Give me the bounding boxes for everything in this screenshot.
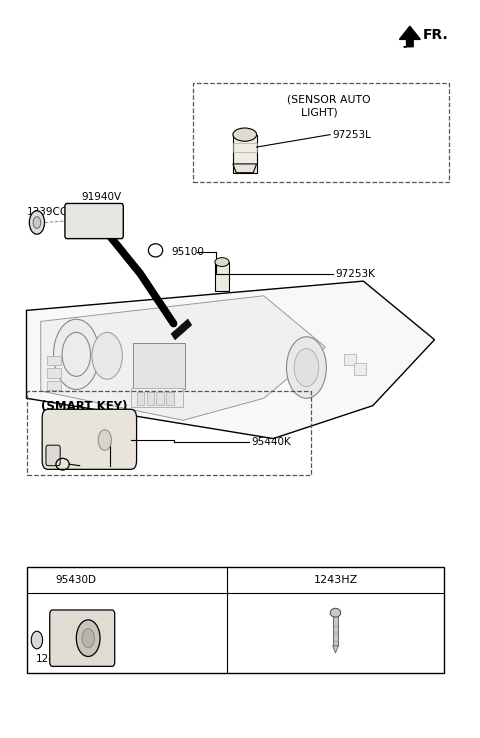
Bar [60,432,67,451]
Circle shape [33,217,41,228]
Text: (SMART KEY): (SMART KEY) [41,400,127,413]
Polygon shape [333,646,338,653]
Bar [69,432,75,451]
Bar [111,205,117,213]
Ellipse shape [215,258,229,266]
Circle shape [92,332,122,379]
Bar [47,356,61,365]
Polygon shape [41,296,325,420]
Polygon shape [399,27,420,46]
Circle shape [62,332,91,376]
Bar [84,205,90,213]
Bar [95,432,101,451]
Text: 95430D: 95430D [55,575,96,585]
Bar [98,205,104,213]
Bar [333,613,338,646]
Text: 97253L: 97253L [333,130,372,139]
Text: 1243HZ: 1243HZ [313,575,358,585]
FancyBboxPatch shape [65,204,123,238]
Bar [192,83,449,182]
Bar [47,381,61,390]
Bar [47,368,61,378]
Bar [354,363,366,375]
Text: 1339CC: 1339CC [26,207,68,216]
Bar [215,262,229,292]
Bar [26,391,311,475]
Bar [26,567,444,673]
Bar [156,392,164,405]
Circle shape [54,320,99,390]
Bar [233,134,257,173]
Bar [133,343,185,389]
Bar [344,354,356,365]
Circle shape [82,629,95,648]
Text: 1243BH: 1243BH [36,654,77,664]
Bar [78,432,84,451]
Bar [137,392,144,405]
Polygon shape [233,164,257,173]
Circle shape [76,620,100,657]
Circle shape [98,430,111,450]
FancyBboxPatch shape [42,410,137,469]
Bar [167,392,174,405]
Bar [131,388,183,407]
Text: FR.: FR. [423,28,448,41]
Ellipse shape [330,608,341,617]
Bar [233,143,257,152]
Text: 95440K: 95440K [252,437,292,447]
Circle shape [287,337,326,399]
FancyBboxPatch shape [50,610,115,666]
Text: 91940V: 91940V [81,192,121,202]
Circle shape [29,211,45,234]
Polygon shape [26,281,434,438]
Circle shape [31,631,43,649]
Bar [59,427,108,453]
Bar [71,205,77,213]
Bar [86,432,93,451]
Text: 95100: 95100 [171,246,204,257]
Bar [146,392,154,405]
FancyBboxPatch shape [46,445,60,466]
Text: 95413A: 95413A [81,461,121,471]
Text: (SENSOR AUTO
    LIGHT): (SENSOR AUTO LIGHT) [288,94,371,117]
Circle shape [294,348,319,387]
Text: 97253K: 97253K [335,269,375,279]
Ellipse shape [233,128,257,141]
Polygon shape [171,320,192,339]
